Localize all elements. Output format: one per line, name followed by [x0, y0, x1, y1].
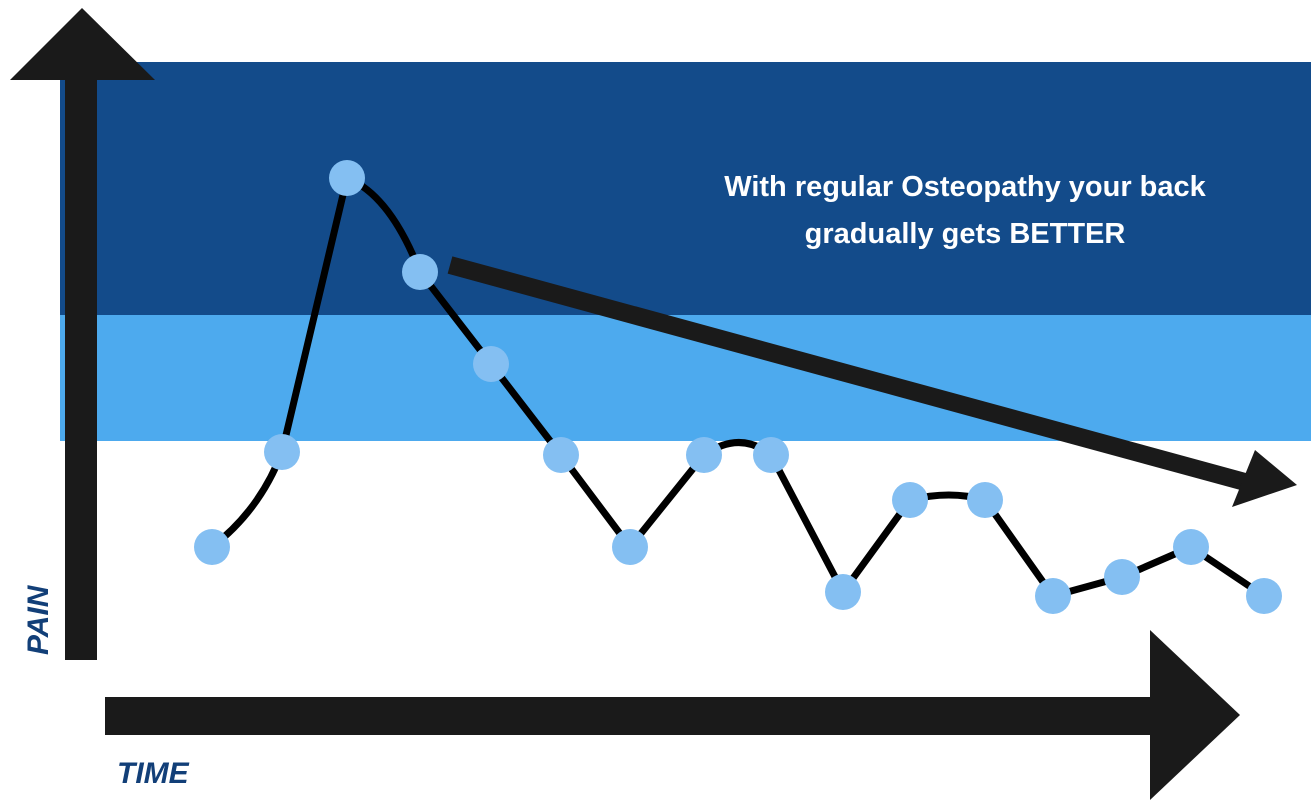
trend-arrow	[447, 256, 1248, 491]
trend-arrowhead	[1232, 450, 1297, 507]
pain-line	[209, 174, 1266, 600]
point	[892, 482, 928, 518]
point	[1104, 559, 1140, 595]
point	[543, 437, 579, 473]
pain-points	[194, 160, 1282, 614]
point	[1173, 529, 1209, 565]
point	[329, 160, 365, 196]
y-axis-label: PAIN	[22, 584, 55, 655]
y-axis-arrowhead	[10, 8, 155, 80]
point	[753, 437, 789, 473]
point	[825, 574, 861, 610]
point	[1035, 578, 1071, 614]
x-axis-arrowhead	[1150, 630, 1240, 800]
point	[194, 529, 230, 565]
point	[402, 254, 438, 290]
point	[264, 434, 300, 470]
annotation-line: gradually gets BETTER	[805, 218, 1126, 250]
point	[473, 346, 509, 382]
x-axis-arrow	[105, 697, 1155, 735]
point	[686, 437, 722, 473]
x-axis-label: TIME	[117, 757, 190, 790]
point	[612, 529, 648, 565]
y-axis-arrow	[65, 75, 97, 660]
point	[967, 482, 1003, 518]
point	[1246, 578, 1282, 614]
annotation-line: With regular Osteopathy your back	[724, 171, 1206, 203]
high-pain-band	[60, 62, 1311, 315]
